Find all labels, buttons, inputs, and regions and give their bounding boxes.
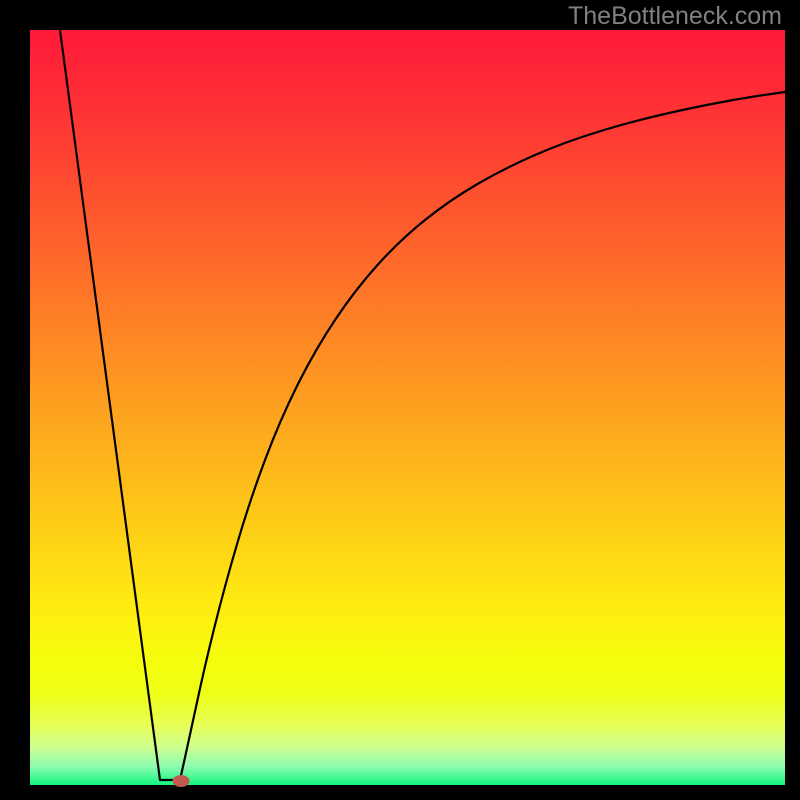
bottleneck-curve: [30, 30, 785, 785]
plot-area: [30, 30, 785, 785]
chart-frame: TheBottleneck.com: [0, 0, 800, 800]
watermark-text: TheBottleneck.com: [568, 2, 782, 31]
optimal-point-marker: [173, 775, 190, 787]
